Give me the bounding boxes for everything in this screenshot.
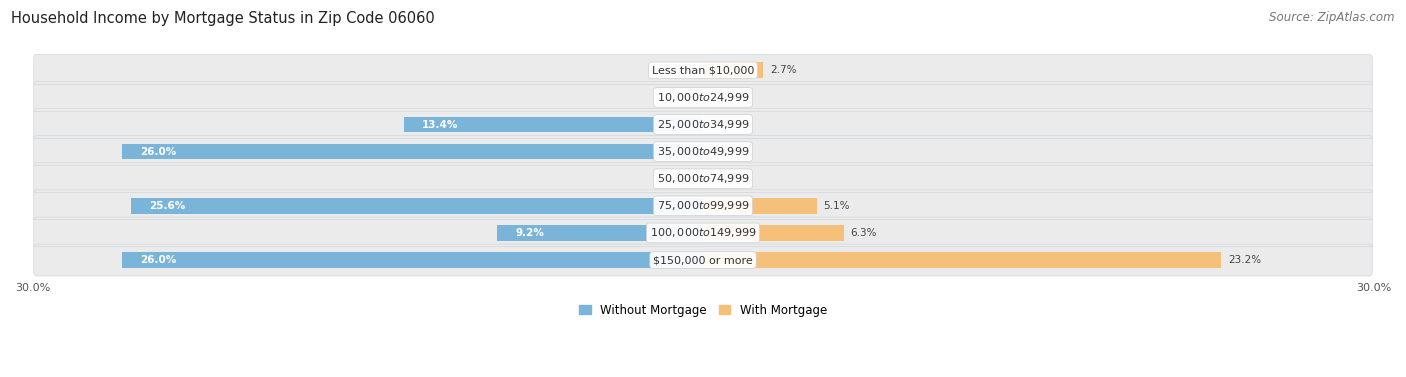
Bar — [122, 144, 703, 159]
Bar — [404, 116, 703, 132]
Text: 9.2%: 9.2% — [515, 228, 544, 238]
Text: 5.1%: 5.1% — [824, 201, 851, 211]
FancyBboxPatch shape — [34, 109, 1372, 141]
Text: 13.4%: 13.4% — [422, 120, 458, 130]
Text: 0.0%: 0.0% — [665, 92, 692, 103]
Bar — [703, 225, 844, 241]
FancyBboxPatch shape — [34, 217, 1372, 249]
Text: $150,000 or more: $150,000 or more — [654, 255, 752, 265]
Text: 0.0%: 0.0% — [665, 174, 692, 184]
FancyBboxPatch shape — [34, 190, 1372, 222]
Text: 0.0%: 0.0% — [714, 147, 741, 156]
Text: 26.0%: 26.0% — [139, 255, 176, 265]
FancyBboxPatch shape — [34, 163, 1372, 195]
Text: 26.0%: 26.0% — [139, 147, 176, 156]
Text: Less than $10,000: Less than $10,000 — [652, 65, 754, 75]
Text: 6.3%: 6.3% — [851, 228, 877, 238]
Text: $100,000 to $149,999: $100,000 to $149,999 — [650, 227, 756, 239]
Text: $25,000 to $34,999: $25,000 to $34,999 — [657, 118, 749, 131]
Legend: Without Mortgage, With Mortgage: Without Mortgage, With Mortgage — [574, 299, 832, 321]
Text: Household Income by Mortgage Status in Zip Code 06060: Household Income by Mortgage Status in Z… — [11, 11, 434, 26]
Text: 0.0%: 0.0% — [714, 120, 741, 130]
FancyBboxPatch shape — [34, 136, 1372, 168]
Text: $35,000 to $49,999: $35,000 to $49,999 — [657, 145, 749, 158]
Text: 2.7%: 2.7% — [770, 65, 797, 75]
Text: 25.6%: 25.6% — [149, 201, 186, 211]
Bar — [122, 252, 703, 268]
Bar — [131, 198, 703, 214]
FancyBboxPatch shape — [34, 54, 1372, 86]
Bar — [703, 252, 1222, 268]
Bar — [703, 198, 817, 214]
Text: $75,000 to $99,999: $75,000 to $99,999 — [657, 199, 749, 212]
Bar — [498, 225, 703, 241]
FancyBboxPatch shape — [34, 244, 1372, 276]
Text: Source: ZipAtlas.com: Source: ZipAtlas.com — [1270, 11, 1395, 24]
Text: 0.0%: 0.0% — [665, 65, 692, 75]
FancyBboxPatch shape — [34, 81, 1372, 113]
Text: 23.2%: 23.2% — [1227, 255, 1261, 265]
Text: 0.0%: 0.0% — [714, 92, 741, 103]
Text: $50,000 to $74,999: $50,000 to $74,999 — [657, 172, 749, 185]
Bar — [703, 63, 763, 78]
Text: $10,000 to $24,999: $10,000 to $24,999 — [657, 91, 749, 104]
Text: 0.0%: 0.0% — [714, 174, 741, 184]
